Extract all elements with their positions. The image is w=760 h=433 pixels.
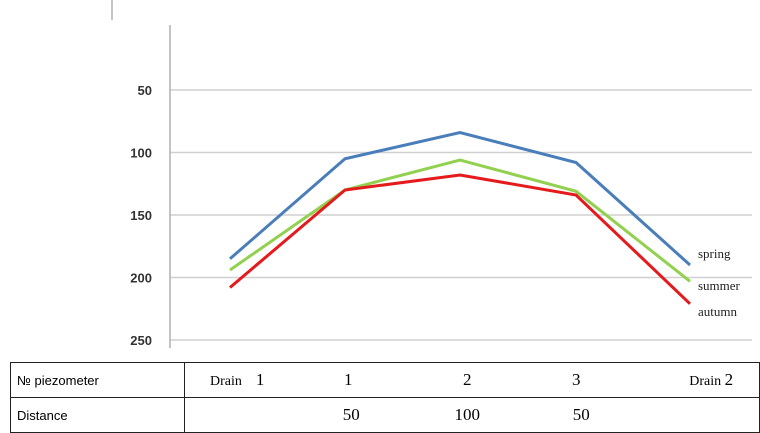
y-tick-label-100: 100 xyxy=(130,146,152,161)
y-tick-label-250: 250 xyxy=(130,333,152,348)
distance-row: Distance 50 100 50 xyxy=(9,397,760,433)
gridlines xyxy=(170,89,752,341)
piezometer-row-label: № piezometer xyxy=(9,362,186,398)
distance-row-label: Distance xyxy=(9,397,186,433)
distance-cell-1: 50 xyxy=(342,405,360,424)
y-tick-labels: 50 100 150 200 250 xyxy=(130,83,152,348)
piezometer-cell-3: 3 xyxy=(571,370,581,389)
series-lines xyxy=(229,130,692,305)
piezometer-cell-drain-2: Drain 2 xyxy=(689,370,734,389)
legend-label-autumn: autumn xyxy=(698,304,737,319)
y-tick-label-150: 150 xyxy=(130,208,152,223)
distance-cell-2: 100 xyxy=(454,405,480,424)
piezometer-cells: Drain 1 1 2 3 Drain 2 xyxy=(184,362,760,398)
legend: spring summer autumn xyxy=(698,246,741,319)
distance-cell-3: 50 xyxy=(572,405,590,424)
legend-label-summer: summer xyxy=(698,278,741,293)
line-chart: 50 100 150 200 250 spring summer autumn xyxy=(111,0,752,348)
distance-cells: 50 100 50 xyxy=(184,397,760,433)
series-line-spring xyxy=(229,130,692,267)
series-line-summer xyxy=(229,158,691,283)
piezometer-row: № piezometer Drain 1 1 2 3 Drain 2 xyxy=(9,362,760,398)
piezometer-cell-2: 2 xyxy=(462,370,472,389)
piezometer-cell-1: 1 xyxy=(343,370,353,389)
y-tick-label-50: 50 xyxy=(138,83,152,98)
piezometer-cell-drain-1: Drain 1 xyxy=(210,370,265,389)
piezometer-table: № piezometer Drain 1 1 2 3 Drain 2 Dista… xyxy=(9,362,760,433)
y-tick-label-200: 200 xyxy=(130,271,152,286)
legend-label-spring: spring xyxy=(698,246,731,261)
series-line-autumn xyxy=(229,173,692,305)
